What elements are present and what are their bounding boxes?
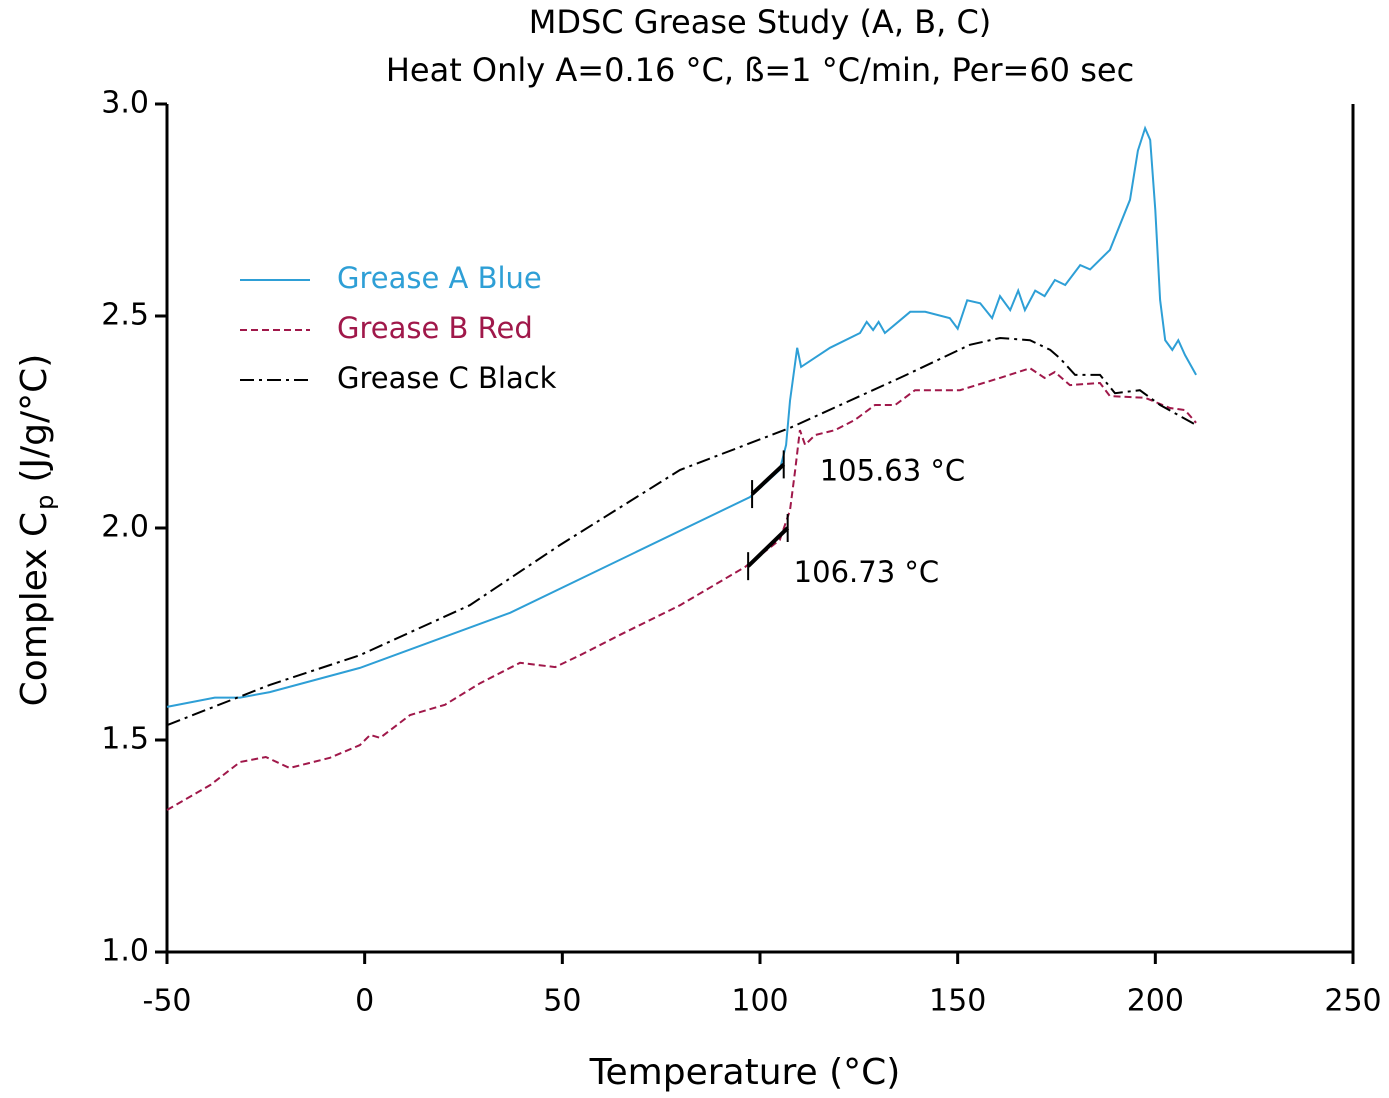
x-tick-label: 100 xyxy=(731,984,788,1019)
x-tick-label: 0 xyxy=(355,984,374,1019)
x-tick-label: 150 xyxy=(929,984,986,1019)
onset-annotation: 106.73 °C xyxy=(794,555,939,589)
onset-annotation: 105.63 °C xyxy=(820,453,965,487)
y-label-sub: p xyxy=(31,495,59,510)
x-tick-label: 50 xyxy=(543,984,581,1019)
y-axis-label: Complex C p (J/g/°C) xyxy=(14,354,59,707)
y-tick-label: 2.0 xyxy=(101,510,149,545)
y-label-unit: (J/g/°C) xyxy=(14,354,55,483)
x-axis-label: Temperature (°C) xyxy=(589,1052,901,1093)
chart-subtitle: Heat Only A=0.16 °C, ß=1 °C/min, Per=60 … xyxy=(386,51,1134,89)
x-tick-label: 200 xyxy=(1127,984,1184,1019)
y-tick-label: 1.0 xyxy=(101,934,149,969)
legend-label: Grease A Blue xyxy=(337,261,542,295)
legend-label: Grease B Red xyxy=(337,311,533,345)
series-line xyxy=(166,367,1197,811)
x-tick-label: -50 xyxy=(143,984,192,1019)
y-tick-label: 3.0 xyxy=(101,86,149,121)
x-tick-label: 250 xyxy=(1324,984,1381,1019)
series-line xyxy=(166,336,1197,727)
y-tick-label: 1.5 xyxy=(101,722,149,757)
onset-line xyxy=(750,462,786,496)
onset-line xyxy=(746,526,790,568)
legend-label: Grease C Black xyxy=(337,361,557,395)
y-tick-label: 2.5 xyxy=(101,298,149,333)
series-line xyxy=(166,125,1197,708)
chart-title: MDSC Grease Study (A, B, C) xyxy=(529,3,992,41)
y-label-main: Complex C xyxy=(14,512,55,706)
